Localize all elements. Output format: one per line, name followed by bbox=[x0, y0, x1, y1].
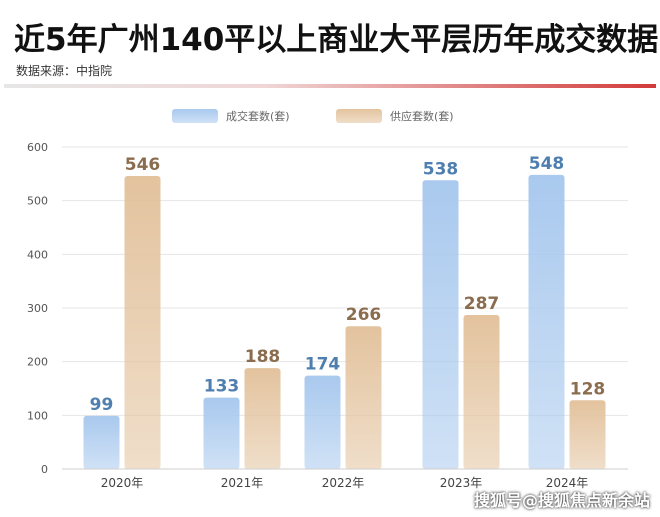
bar-deals bbox=[528, 174, 565, 469]
y-tick-label: 100 bbox=[27, 409, 48, 422]
data-label: 546 bbox=[125, 155, 161, 175]
data-label: 266 bbox=[346, 305, 382, 325]
bar-supply bbox=[124, 175, 161, 469]
y-tick-label: 300 bbox=[27, 302, 48, 315]
x-tick-label: 2023年 bbox=[440, 476, 483, 490]
bar-deals bbox=[203, 397, 240, 469]
data-label: 287 bbox=[464, 294, 500, 314]
x-tick-label: 2021年 bbox=[221, 476, 264, 490]
header-accent-bar bbox=[4, 84, 656, 88]
legend-label-2: 供应套数(套) bbox=[390, 109, 454, 123]
data-label: 188 bbox=[245, 347, 281, 367]
y-tick-label: 200 bbox=[27, 356, 48, 369]
bar-deals bbox=[83, 415, 120, 469]
chart-title: 近5年广州140平以上商业大平层历年成交数据 bbox=[14, 22, 659, 58]
chart-area: 0 100 200 300 400 500 600 成交套数(套) 供应套数(套) 99 546 20… bbox=[0, 95, 660, 517]
bar-deals bbox=[304, 375, 341, 469]
data-label: 99 bbox=[90, 395, 114, 415]
bar-supply bbox=[345, 326, 382, 469]
y-tick-label: 0 bbox=[41, 463, 48, 476]
x-tick-label: 2024年 bbox=[546, 476, 589, 490]
legend-swatch-2 bbox=[336, 109, 382, 123]
bar-supply bbox=[569, 400, 606, 469]
data-source-label: 数据来源：中指院 bbox=[16, 64, 113, 78]
x-tick-label: 2022年 bbox=[322, 476, 365, 490]
data-label: 538 bbox=[423, 159, 459, 179]
data-label: 128 bbox=[570, 379, 606, 399]
legend-swatch-1 bbox=[172, 109, 218, 123]
bar-deals bbox=[422, 180, 459, 470]
legend-label-1: 成交套数(套) bbox=[226, 109, 290, 123]
bar-supply bbox=[244, 368, 281, 469]
x-tick-label: 2020年 bbox=[101, 476, 144, 490]
data-label: 548 bbox=[529, 154, 565, 174]
bar-chart: 0 100 200 300 400 500 600 成交套数(套) 供应套数(套) 99 546 20… bbox=[27, 109, 628, 490]
bar-supply bbox=[463, 314, 500, 469]
y-tick-label: 600 bbox=[27, 141, 48, 154]
data-label: 174 bbox=[305, 355, 341, 375]
data-label: 133 bbox=[204, 377, 240, 397]
chart-header: 近5年广州140平以上商业大平层历年成交数据 数据来源：中指院 bbox=[0, 0, 660, 92]
y-tick-label: 500 bbox=[27, 195, 48, 208]
watermark: 搜狐号@搜狐焦点新余站 bbox=[473, 491, 650, 510]
y-tick-label: 400 bbox=[27, 248, 48, 261]
